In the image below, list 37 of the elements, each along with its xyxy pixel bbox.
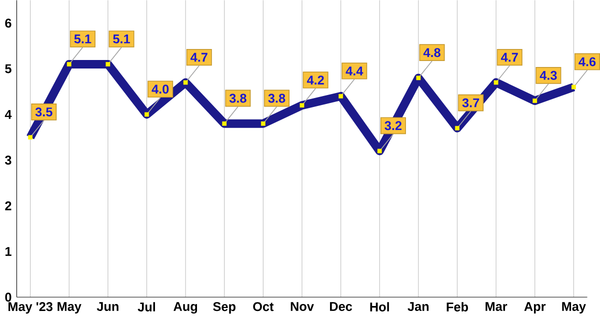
x-tick-label: May '23 bbox=[8, 302, 52, 314]
x-tick-label: Mar bbox=[486, 302, 508, 311]
data-label: 4.0 bbox=[152, 84, 169, 94]
data-label: 4.3 bbox=[540, 70, 557, 80]
data-label: 4.2 bbox=[306, 75, 324, 84]
y-tick-label: 2 bbox=[5, 201, 12, 210]
x-tick-label: Aug bbox=[174, 302, 198, 314]
y-tick-label: 3 bbox=[4, 155, 12, 164]
data-label: 3.8 bbox=[229, 94, 246, 103]
x-tick-label: Jun bbox=[96, 302, 118, 311]
x-tick-label: Jan bbox=[408, 302, 429, 311]
data-label: 5.1 bbox=[74, 34, 92, 44]
x-tick-label: Feb bbox=[446, 302, 468, 312]
data-label: 4.7 bbox=[190, 52, 208, 62]
data-label: 4.7 bbox=[501, 52, 518, 62]
data-label: 4.8 bbox=[423, 48, 440, 57]
y-tick-label: 6 bbox=[5, 18, 12, 28]
x-tick-label: Nov bbox=[290, 302, 314, 311]
y-tick-label: 5 bbox=[5, 64, 12, 74]
x-tick-label: Apr bbox=[524, 302, 546, 314]
data-label: 3.8 bbox=[268, 94, 286, 103]
x-tick-label: Sep bbox=[213, 302, 236, 314]
data-label: 4.6 bbox=[578, 57, 596, 66]
x-tick-label: Oct bbox=[253, 302, 274, 311]
x-tick-label: May bbox=[562, 302, 586, 314]
x-tick-label: Jul bbox=[138, 302, 156, 312]
data-label: 3.5 bbox=[35, 107, 52, 116]
data-label: 4.4 bbox=[346, 66, 364, 76]
data-label: 5.1 bbox=[113, 34, 130, 44]
y-tick-label: 4 bbox=[4, 110, 12, 119]
y-tick-label: 1 bbox=[5, 246, 12, 256]
x-tick-label: Hol bbox=[370, 302, 389, 312]
x-tick-label: Dec bbox=[330, 302, 352, 311]
y-tick-label: 0 bbox=[5, 292, 12, 302]
x-tick-label: May bbox=[58, 302, 82, 314]
data-label: 3.7 bbox=[462, 98, 480, 108]
data-label: 3.2 bbox=[384, 120, 402, 130]
